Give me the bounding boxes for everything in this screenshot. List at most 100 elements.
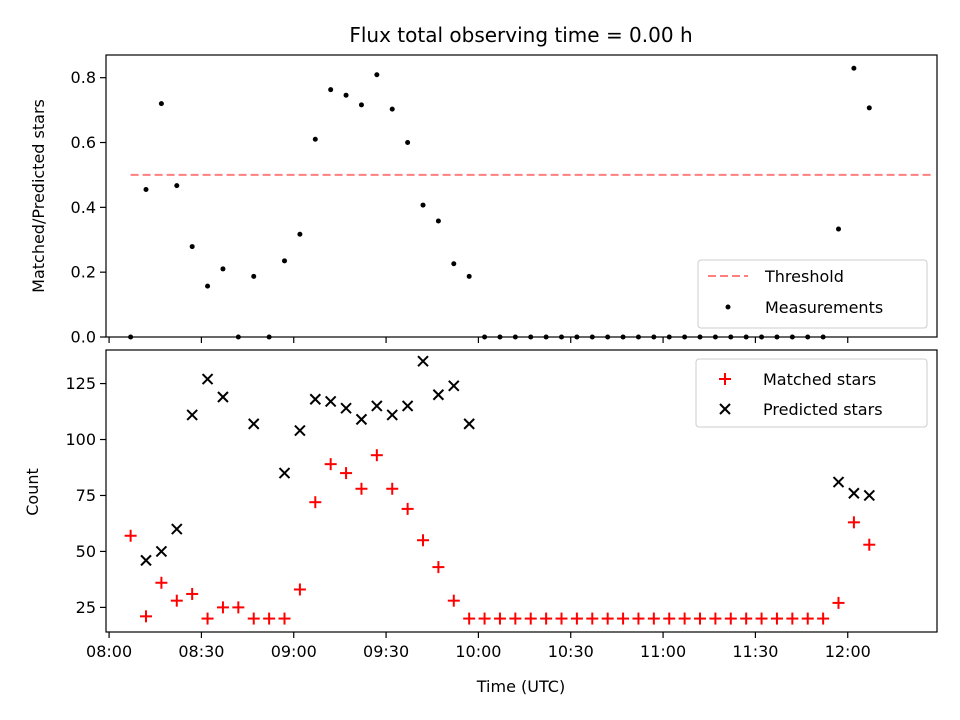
bottom-ytick-label: 75 [76,486,96,505]
matched-point [509,612,522,625]
measurement-point [189,244,195,250]
measurement-point [374,72,380,78]
top-chart-frame [105,54,938,338]
matched-point [432,561,445,574]
predicted-point [401,400,414,412]
matched-point [755,612,768,625]
predicted-point [217,391,229,403]
predicted-point [155,545,168,558]
predicted-point [324,395,337,408]
predicted-point [463,418,475,430]
bottom-chart-xlabel: Time (UTC) [476,677,565,696]
predicted-point [201,373,214,385]
matched-point [263,612,276,625]
matched-point [370,449,383,462]
matched-point [140,610,153,623]
matched-point [740,612,753,625]
bottom-xtick-label: 09:30 [363,642,409,661]
measurement-point [420,202,426,208]
bottom-xtick-label: 09:00 [271,642,317,661]
matched-point [617,612,630,625]
measurement-point [866,105,872,111]
measurement-point [836,226,842,232]
matched-point [278,612,291,625]
bottom-xtick-label: 11:00 [640,642,686,661]
matched-point [155,576,168,589]
bottom-chart-ylabel: Count [23,468,42,516]
bottom-xtick-label: 10:00 [455,642,501,661]
bottom-ytick-label: 50 [76,542,96,561]
matched-point [124,529,137,542]
measurement-point [358,102,364,108]
top-ytick-label: 0.2 [71,263,96,282]
measurement-point [312,136,318,142]
bottom-xtick-label: 08:30 [178,642,224,661]
matched-point [709,612,722,625]
matched-point [694,612,707,625]
predicted-point [848,487,860,499]
predicted-point [863,489,875,502]
predicted-point [140,554,152,567]
matched-point [355,482,368,495]
matched-point [817,612,830,625]
measurement-point [158,101,164,107]
top-chart-ylabel: Matched/Predicted stars [29,99,48,293]
matched-point [801,612,814,625]
matched-point [863,538,876,551]
top-chart-ticks: 0.0 0.2 0.4 0.6 0.8 [71,68,849,347]
top-ytick-label: 0.0 [71,328,96,347]
measurement-point [451,261,457,267]
matched-point [601,612,614,625]
top-chart: Flux total observing time = 0.00 h Match… [29,23,938,347]
matched-point [524,612,537,625]
measurement-point [435,218,441,224]
bottom-chart-legend: Matched stars Predicted stars [695,358,928,428]
top-chart-legend: Threshold Measurements [697,259,928,329]
matched-point [847,516,860,529]
top-ytick-label: 0.8 [71,68,96,87]
matched-point [447,594,460,607]
matched-point [493,612,506,625]
threshold-legend-label: Threshold [764,267,844,286]
measurement-point [466,273,472,279]
measurement-point [205,283,211,289]
measurements-legend-swatch [725,304,731,310]
top-ytick-label: 0.4 [71,198,96,217]
predicted-point [448,380,460,392]
matched-point [216,601,229,614]
matched-point [201,612,214,625]
measurement-point [851,65,857,71]
bottom-chart-frame [105,349,938,633]
bottom-ytick-label: 100 [65,430,96,449]
matched-point [417,534,430,547]
top-ytick-label: 0.6 [71,133,96,152]
matched-point [293,583,306,596]
measurement-point [220,266,226,272]
matched-legend-label: Matched stars [763,370,876,389]
matched-point [663,612,676,625]
measurement-point [328,87,334,93]
matched-point [540,612,553,625]
matched-point [186,587,199,600]
bottom-ytick-label: 25 [76,598,96,617]
matched-point [401,502,414,515]
matched-point [555,612,568,625]
bottom-ytick-label: 125 [65,374,96,393]
bottom-legend-box [695,358,928,428]
matched-point [786,612,799,625]
bottom-chart-marks [124,355,876,625]
matched-point [586,612,599,625]
matched-legend-swatch [719,373,731,385]
predicted-point [371,400,383,412]
matched-point [324,458,337,471]
matched-point [632,612,645,625]
predicted-point [186,409,198,421]
measurement-point [143,187,149,193]
matched-point [832,596,845,609]
bottom-xtick-label: 12:00 [825,642,871,661]
matched-point [570,612,583,625]
measurements-legend-label: Measurements [765,298,883,317]
predicted-point [355,413,368,426]
measurement-point [343,92,349,98]
